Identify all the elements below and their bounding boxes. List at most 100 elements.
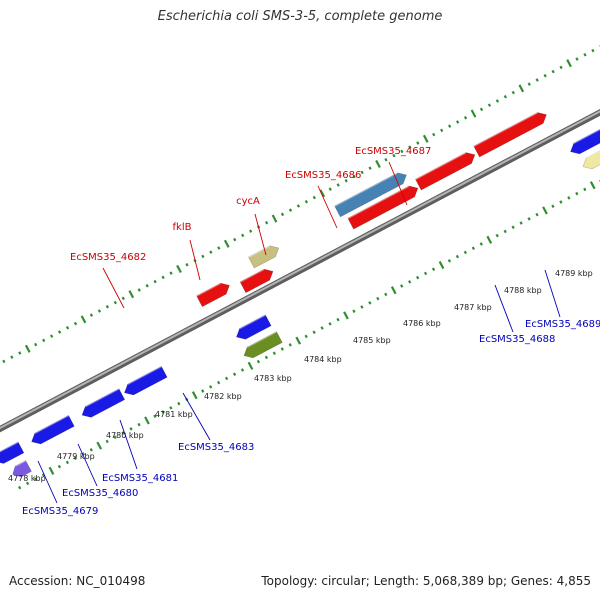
gene-label[interactable]: EcSMS35_4681: [102, 473, 178, 484]
gene-arrow[interactable]: [243, 330, 283, 359]
upper-minor-tick: [551, 69, 555, 74]
gene-arrow-body: [570, 128, 600, 155]
gene-label[interactable]: EcSMS35_4688: [479, 334, 555, 345]
label-leader-line: [254, 213, 267, 256]
lower-minor-tick: [224, 376, 229, 381]
lower-minor-tick: [232, 372, 237, 376]
gene-arrow-body: [236, 314, 272, 340]
upper-minor-tick: [336, 183, 340, 187]
upper-major-tick: [271, 214, 278, 223]
upper-minor-tick: [559, 65, 563, 70]
gene-arrow[interactable]: [0, 440, 25, 464]
upper-minor-tick: [10, 355, 14, 359]
gene-arrow-body: [196, 282, 230, 308]
upper-minor-tick: [233, 237, 237, 242]
gene-label[interactable]: EcSMS35_4689: [525, 319, 600, 330]
gene-arrow[interactable]: [247, 244, 280, 269]
upper-minor-tick: [344, 179, 348, 183]
gene-arrow-body: [124, 365, 168, 396]
gene-label[interactable]: EcSMS35_4680: [62, 488, 138, 499]
lower-minor-tick: [423, 271, 428, 276]
upper-minor-tick: [73, 321, 78, 326]
lower-minor-tick: [272, 351, 276, 355]
upper-minor-tick: [463, 116, 468, 120]
gene-label[interactable]: EcSMS35_4686: [285, 170, 361, 181]
gene-arrow-body: [334, 172, 407, 218]
scale-tick-label: 4779 kbp: [57, 452, 95, 461]
lower-major-tick: [295, 336, 302, 345]
gene-arrow-highlight: [247, 244, 271, 258]
lower-minor-tick: [280, 347, 284, 351]
upper-minor-tick: [448, 124, 452, 128]
lower-minor-tick: [479, 242, 483, 246]
gene-label[interactable]: EcSMS35_4687: [355, 146, 431, 157]
gene-label[interactable]: EcSMS35_4683: [178, 442, 254, 453]
gene-arrow[interactable]: [236, 313, 272, 340]
genes-group[interactable]: [0, 2, 600, 478]
gene-arrow[interactable]: [334, 171, 407, 218]
gene-arrow[interactable]: [570, 128, 600, 155]
lower-major-tick: [390, 286, 397, 295]
gene-arrow[interactable]: [81, 387, 126, 418]
gene-arrow[interactable]: [473, 111, 547, 158]
gene-arrow-highlight: [347, 185, 410, 220]
upper-minor-tick: [360, 170, 364, 175]
upper-minor-tick: [392, 153, 396, 158]
upper-major-tick: [375, 159, 381, 169]
gene-arrow[interactable]: [12, 459, 32, 478]
gene-label[interactable]: EcSMS35_4682: [70, 252, 146, 263]
gene-arrow-highlight: [334, 171, 398, 207]
upper-minor-tick: [57, 330, 62, 334]
scale-tick-label: 4782 kbp: [204, 392, 242, 401]
lower-minor-tick: [113, 435, 117, 439]
lower-tick-row: [17, 179, 600, 490]
gene-arrow-highlight: [84, 387, 120, 408]
gene-arrow[interactable]: [31, 414, 75, 445]
gene-arrow-highlight: [414, 151, 467, 180]
lower-minor-tick: [209, 385, 213, 389]
upper-major-tick: [422, 134, 429, 143]
backbone-shadow: [0, 109, 600, 433]
lower-major-tick: [48, 466, 55, 475]
gene-label[interactable]: EcSMS35_4679: [22, 506, 98, 517]
lower-minor-tick: [216, 380, 221, 385]
gene-arrow-highlight: [127, 365, 162, 385]
gene-arrow-body: [473, 112, 547, 158]
gene-arrow[interactable]: [239, 268, 274, 294]
upper-major-tick: [319, 189, 326, 198]
scale-tick-label: 4783 kbp: [254, 374, 292, 383]
upper-minor-tick: [543, 74, 547, 78]
lower-minor-tick: [527, 217, 531, 221]
gene-arrow[interactable]: [124, 365, 168, 396]
upper-minor-tick: [280, 212, 285, 217]
gene-arrow[interactable]: [347, 185, 419, 230]
lower-minor-tick: [129, 427, 133, 431]
lower-minor-tick: [201, 389, 205, 393]
lower-minor-tick: [161, 410, 165, 414]
lower-minor-tick: [567, 196, 571, 200]
lower-major-tick: [438, 260, 445, 270]
lower-minor-tick: [328, 322, 332, 326]
lower-minor-tick: [89, 448, 93, 452]
lower-minor-tick: [471, 246, 475, 250]
lower-major-tick: [589, 181, 596, 190]
gene-label[interactable]: cycA: [236, 196, 260, 207]
upper-major-tick: [470, 109, 477, 118]
gene-arrow-highlight: [34, 414, 69, 434]
gene-arrow[interactable]: [414, 151, 476, 191]
upper-minor-tick: [42, 338, 46, 343]
gene-label[interactable]: fklB: [173, 222, 192, 233]
lower-minor-tick: [153, 414, 157, 418]
gene-arrow-highlight: [573, 128, 600, 144]
lower-major-tick: [486, 235, 493, 244]
scale-tick-label: 4785 kbp: [353, 336, 391, 345]
lower-minor-tick: [384, 292, 388, 297]
upper-minor-tick: [264, 221, 269, 225]
gene-arrow[interactable]: [196, 282, 230, 308]
map-title: Escherichia coli SMS-3-5, complete genom…: [157, 9, 443, 24]
lower-minor-tick: [519, 221, 523, 225]
upper-minor-tick: [161, 275, 165, 280]
upper-minor-tick: [591, 48, 595, 53]
